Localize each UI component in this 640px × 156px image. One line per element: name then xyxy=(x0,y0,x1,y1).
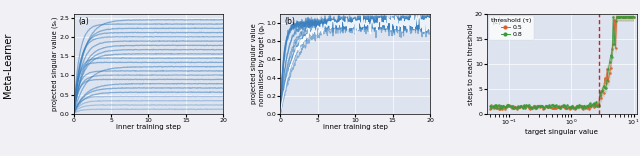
Legend: 0.5, 0.8: 0.5, 0.8 xyxy=(489,16,534,40)
X-axis label: inner training step: inner training step xyxy=(323,124,388,130)
Text: (c): (c) xyxy=(492,17,502,26)
0.8 xyxy=(601,87,609,89)
0.8 xyxy=(630,16,637,17)
0.5 xyxy=(518,105,525,107)
Line: 0.5: 0.5 xyxy=(489,15,635,110)
0.8 xyxy=(516,105,524,107)
0.8 xyxy=(586,102,594,104)
0.8 xyxy=(486,105,494,107)
Y-axis label: steps to reach threshold: steps to reach threshold xyxy=(468,23,474,105)
0.8 xyxy=(567,106,575,108)
0.8 xyxy=(627,16,635,17)
0.5 xyxy=(613,16,621,17)
Text: (b): (b) xyxy=(285,17,296,26)
0.5 xyxy=(526,108,534,110)
Line: 0.8: 0.8 xyxy=(489,15,635,109)
0.5 xyxy=(627,16,635,17)
0.5 xyxy=(500,108,508,110)
0.5 xyxy=(567,107,575,109)
Text: Meta-Learner: Meta-Learner xyxy=(3,33,13,98)
0.8 xyxy=(526,106,534,108)
0.8 xyxy=(613,16,621,17)
0.5 xyxy=(601,77,609,79)
X-axis label: inner training step: inner training step xyxy=(116,124,181,130)
0.5 xyxy=(630,16,637,17)
X-axis label: target singular value: target singular value xyxy=(525,129,598,135)
Y-axis label: projected singular value
normalised by target (gₖ): projected singular value normalised by t… xyxy=(252,22,265,106)
0.5 xyxy=(486,108,494,110)
0.5 xyxy=(586,107,594,108)
Y-axis label: projected singular value (sₖ): projected singular value (sₖ) xyxy=(52,17,58,111)
Text: (a): (a) xyxy=(78,17,89,26)
0.8 xyxy=(521,107,529,109)
